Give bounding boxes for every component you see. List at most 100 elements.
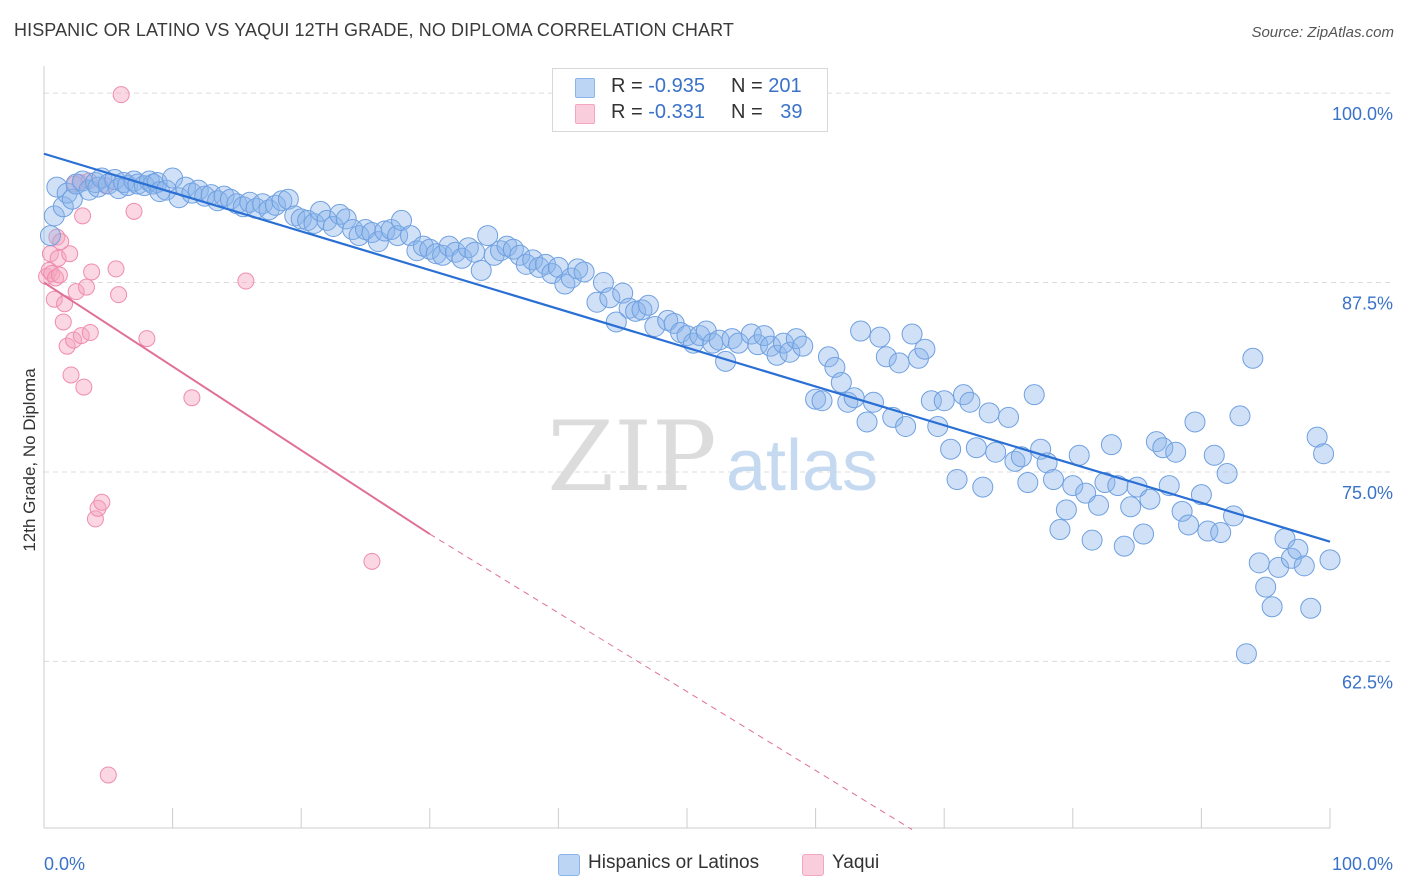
data-point-yaqui (61, 245, 79, 263)
trend-line-hispanic (43, 152, 1331, 543)
bottom-legend-swatch-blue (558, 854, 580, 876)
trend-line-yaqui (43, 281, 431, 535)
y-tick-label: 62.5% (1342, 672, 1393, 692)
data-point-yaqui (363, 552, 381, 570)
data-point-hispanic (1088, 494, 1110, 516)
watermark-atlas: atlas (726, 426, 878, 506)
legend-r-value: -0.935 (648, 75, 705, 97)
legend: R = -0.935 N = 201 R = -0.331 N = 39 (552, 68, 828, 132)
data-point-hispanic (965, 437, 987, 459)
data-point-hispanic (1293, 555, 1315, 577)
data-point-hispanic (52, 196, 74, 218)
data-point-hispanic (335, 208, 357, 230)
data-point-hispanic (1017, 472, 1039, 494)
data-point-hispanic (933, 390, 955, 412)
legend-swatch-pink (575, 104, 595, 124)
watermark: ZIP atlas (547, 401, 878, 513)
data-point-hispanic (811, 390, 833, 412)
data-point-hispanic (1235, 643, 1257, 665)
data-point-hispanic (1306, 426, 1328, 448)
data-point-hispanic (895, 415, 917, 437)
watermark-zip: ZIP (547, 401, 716, 513)
data-point-hispanic (43, 205, 65, 227)
data-point-hispanic (625, 300, 647, 322)
chart-title: HISPANIC OR LATINO VS YAQUI 12TH GRADE, … (14, 20, 734, 40)
y-axis-label: 12th Grade, No Diploma (20, 368, 39, 552)
data-point-hispanic (1313, 443, 1335, 465)
data-point-hispanic (1068, 444, 1090, 466)
data-point-hispanic (1100, 434, 1122, 456)
yaqui-points (38, 86, 381, 784)
data-point-hispanic (367, 231, 389, 253)
data-point-yaqui (183, 389, 201, 407)
data-point-hispanic (451, 247, 473, 269)
source-label: Source: ZipAtlas.com (1251, 24, 1394, 41)
data-point-hispanic (355, 219, 376, 241)
data-point-hispanic (1113, 535, 1135, 557)
data-point-hispanic (290, 208, 312, 230)
data-point-hispanic (1023, 384, 1045, 406)
data-point-yaqui (93, 493, 111, 511)
x-tick-label: 0.0% (44, 854, 85, 874)
data-point-hispanic (1107, 475, 1129, 497)
data-point-hispanic (875, 346, 897, 368)
data-point-hispanic (1210, 522, 1232, 544)
data-point-hispanic (959, 391, 981, 413)
data-point-hispanic (470, 259, 492, 281)
data-point-yaqui (72, 327, 90, 345)
data-point-hispanic (1261, 596, 1283, 618)
data-point-hispanic (573, 261, 595, 283)
data-point-hispanic (1229, 405, 1251, 427)
data-point-hispanic (65, 173, 87, 195)
data-point-hispanic (792, 335, 814, 357)
data-point-hispanic (1062, 475, 1084, 497)
data-point-hispanic (425, 243, 447, 265)
legend-row-hispanic: R = -0.935 N = 201 (553, 75, 827, 101)
data-point-hispanic (1216, 462, 1238, 484)
data-point-hispanic (1133, 523, 1155, 545)
data-point-hispanic (445, 241, 467, 263)
data-point-yaqui (138, 330, 156, 348)
tick-labels: 100.0% 87.5% 75.0% 62.5% 0.0% 100.0% (44, 104, 1393, 874)
data-point-hispanic (316, 209, 338, 231)
axes (43, 66, 1331, 829)
y-tick-label: 100.0% (1332, 104, 1393, 124)
bottom-legend-label: Hispanics or Latinos (588, 852, 760, 873)
data-point-hispanic (1171, 500, 1193, 522)
data-point-yaqui (50, 266, 68, 284)
data-point-hispanic (856, 411, 878, 433)
trend-lines (43, 152, 1331, 830)
data-point-hispanic (477, 225, 499, 247)
data-point-hispanic (213, 185, 235, 207)
data-point-hispanic (1255, 576, 1277, 598)
data-point-hispanic (1165, 441, 1187, 463)
grid-lines (44, 92, 1394, 662)
data-point-hispanic (1055, 499, 1077, 521)
data-point-hispanic (374, 220, 396, 242)
data-point-hispanic (914, 338, 936, 360)
data-point-hispanic (637, 294, 659, 316)
data-point-yaqui (74, 207, 92, 225)
data-point-yaqui (107, 260, 125, 278)
data-point-hispanic (985, 441, 1007, 463)
data-point-yaqui (45, 290, 63, 308)
data-point-hispanic (888, 352, 910, 374)
data-point-yaqui (62, 366, 80, 384)
data-point-yaqui (86, 510, 104, 528)
data-point-yaqui (81, 324, 99, 342)
data-point-hispanic (862, 391, 884, 413)
data-point-hispanic (1287, 538, 1309, 560)
data-point-hispanic (1030, 438, 1052, 460)
legend-swatch-blue (575, 78, 595, 98)
data-point-yaqui (83, 263, 101, 281)
data-point-hispanic (567, 258, 589, 280)
data-point-hispanic (920, 390, 942, 412)
data-point-yaqui (75, 378, 93, 396)
legend-n-label: N = (731, 101, 769, 123)
legend-n-label: N = (731, 75, 769, 97)
data-point-hispanic (1223, 505, 1245, 527)
data-point-hispanic (817, 346, 839, 368)
data-point-hispanic (554, 273, 576, 295)
data-point-hispanic (869, 326, 891, 348)
